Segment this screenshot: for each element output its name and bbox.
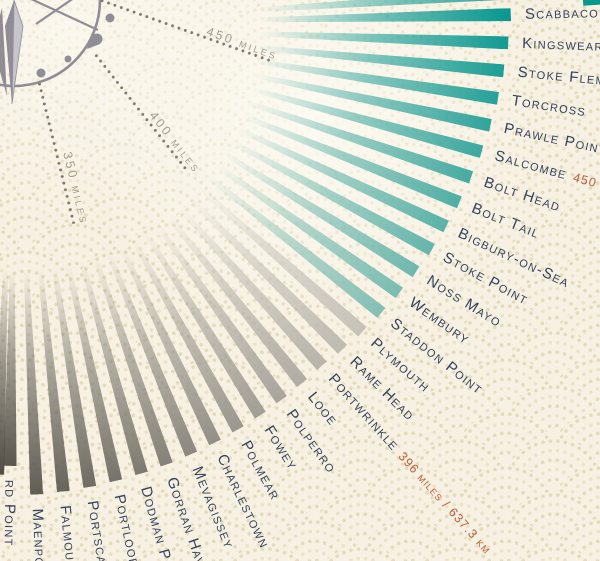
location-name: rd Point bbox=[0, 479, 19, 547]
compass-dot bbox=[105, 13, 115, 23]
location-name: Kingswear bbox=[521, 34, 600, 55]
label-rd-point: rd Point bbox=[1, 480, 19, 547]
compass-dot bbox=[64, 55, 72, 63]
location-name: Scabbacombe bbox=[524, 3, 600, 23]
label-kingswear: Kingswear bbox=[522, 35, 600, 55]
label-scabbacombe: Scabbacombe bbox=[525, 4, 600, 23]
compass-rose-icon bbox=[0, 0, 115, 105]
compass-dot bbox=[36, 68, 46, 78]
